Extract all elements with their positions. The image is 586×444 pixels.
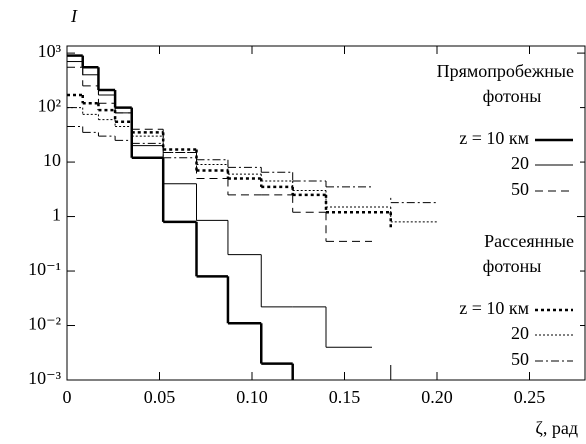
legend-label: 50 bbox=[511, 179, 529, 199]
x-axis-label: ζ, рад bbox=[535, 418, 578, 438]
x-tick-label: 0.15 bbox=[329, 387, 361, 407]
x-tick-label: 0.20 bbox=[421, 387, 453, 407]
y-tick-label: 10² bbox=[38, 96, 61, 116]
y-axis-label: I bbox=[70, 6, 78, 26]
x-tick-label: 0.25 bbox=[514, 387, 546, 407]
legend-title: фотоны bbox=[483, 256, 542, 276]
legend-label: 20 bbox=[511, 323, 529, 343]
legend-label: 50 bbox=[511, 349, 529, 369]
legend-title: Прямопробежные bbox=[437, 61, 574, 81]
y-tick-label: 10³ bbox=[38, 41, 62, 61]
x-tick-label: 0.10 bbox=[236, 387, 268, 407]
y-tick-label: 1 bbox=[52, 205, 61, 225]
legend-title: Рассеянные bbox=[484, 231, 574, 251]
x-tick-label: 0.05 bbox=[144, 387, 176, 407]
y-tick-label: 10⁻³ bbox=[28, 368, 62, 388]
y-tick-label: 10 bbox=[43, 150, 61, 170]
y-tick-label: 10⁻² bbox=[28, 314, 61, 334]
legend-label: z = 10 км bbox=[459, 128, 529, 148]
y-tick-label: 10⁻¹ bbox=[28, 259, 61, 279]
legend-background bbox=[372, 229, 580, 365]
legend-title: фотоны bbox=[483, 86, 542, 106]
x-tick-label: 0 bbox=[63, 387, 72, 407]
legend-label: 20 bbox=[511, 153, 529, 173]
plot-frame bbox=[66, 45, 586, 381]
legend-label: z = 10 км bbox=[459, 298, 529, 318]
legend-background bbox=[372, 59, 580, 195]
